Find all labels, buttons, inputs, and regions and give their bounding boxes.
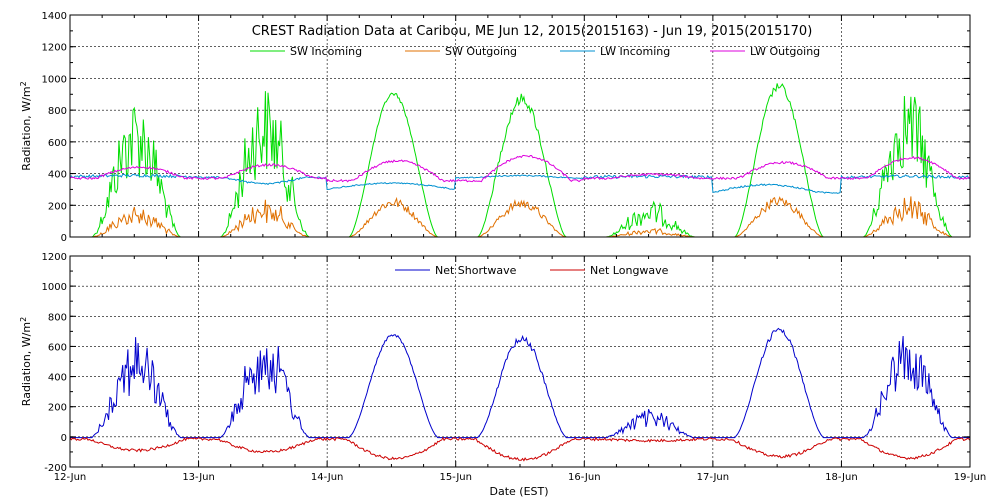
plot-frame xyxy=(69,14,971,238)
series-line-net-longwave xyxy=(69,436,971,462)
series-line-net-shortwave xyxy=(70,327,970,439)
y-tick-label: 600 xyxy=(48,342,67,353)
legend-entry-sw-outgoing: SW Outgoing xyxy=(445,45,517,58)
y-tick-label: 800 xyxy=(48,106,67,117)
legend-entry-net-shortwave: Net Shortwave xyxy=(435,264,517,277)
series-line-sw-outgoing xyxy=(70,196,970,238)
y-axis-label: Radiation, W/m2 xyxy=(19,317,33,406)
chart-title: CREST Radiation Data at Caribou, ME Jun … xyxy=(252,24,813,39)
y-tick-label: 400 xyxy=(48,170,67,181)
series-line-lw-outgoing xyxy=(69,154,971,183)
y-tick-label: 800 xyxy=(48,312,67,323)
y-tick-label: 0 xyxy=(61,233,67,244)
legend-entry-net-longwave: Net Longwave xyxy=(590,264,669,277)
y-tick-label: 0 xyxy=(61,433,67,444)
x-tick-label: 13-Jun xyxy=(182,472,215,483)
x-tick-label: 17-Jun xyxy=(697,472,730,483)
y-tick-label: 200 xyxy=(48,201,67,212)
y-tick-label: 1200 xyxy=(42,252,67,263)
y-axis-label-superscript: 2 xyxy=(19,317,28,322)
y-tick-label: 1200 xyxy=(42,43,67,54)
y-tick-label: 600 xyxy=(48,138,67,149)
series-line-sw-incoming xyxy=(70,83,970,238)
y-tick-label: -200 xyxy=(44,463,67,474)
y-tick-label: 1000 xyxy=(42,74,67,85)
x-tick-label: 12-Jun xyxy=(54,472,87,483)
x-tick-label: 19-Jun xyxy=(954,472,987,483)
plot-frame xyxy=(69,255,971,468)
y-tick-label: 200 xyxy=(48,403,67,414)
legend-entry-lw-outgoing: LW Outgoing xyxy=(750,45,820,58)
legend-entry-sw-incoming: SW Incoming xyxy=(290,45,362,58)
x-tick-label: 16-Jun xyxy=(568,472,601,483)
y-tick-label: 1400 xyxy=(42,11,67,22)
x-tick-label: 14-Jun xyxy=(311,472,344,483)
x-tick-label: 18-Jun xyxy=(825,472,858,483)
y-axis-label: Radiation, W/m2 xyxy=(19,81,33,170)
y-axis-label-superscript: 2 xyxy=(19,81,28,86)
x-axis-label: Date (EST) xyxy=(489,485,548,498)
y-tick-label: 1000 xyxy=(42,282,67,293)
legend-entry-lw-incoming: LW Incoming xyxy=(600,45,670,58)
x-tick-label: 15-Jun xyxy=(439,472,472,483)
y-tick-label: 400 xyxy=(48,373,67,384)
